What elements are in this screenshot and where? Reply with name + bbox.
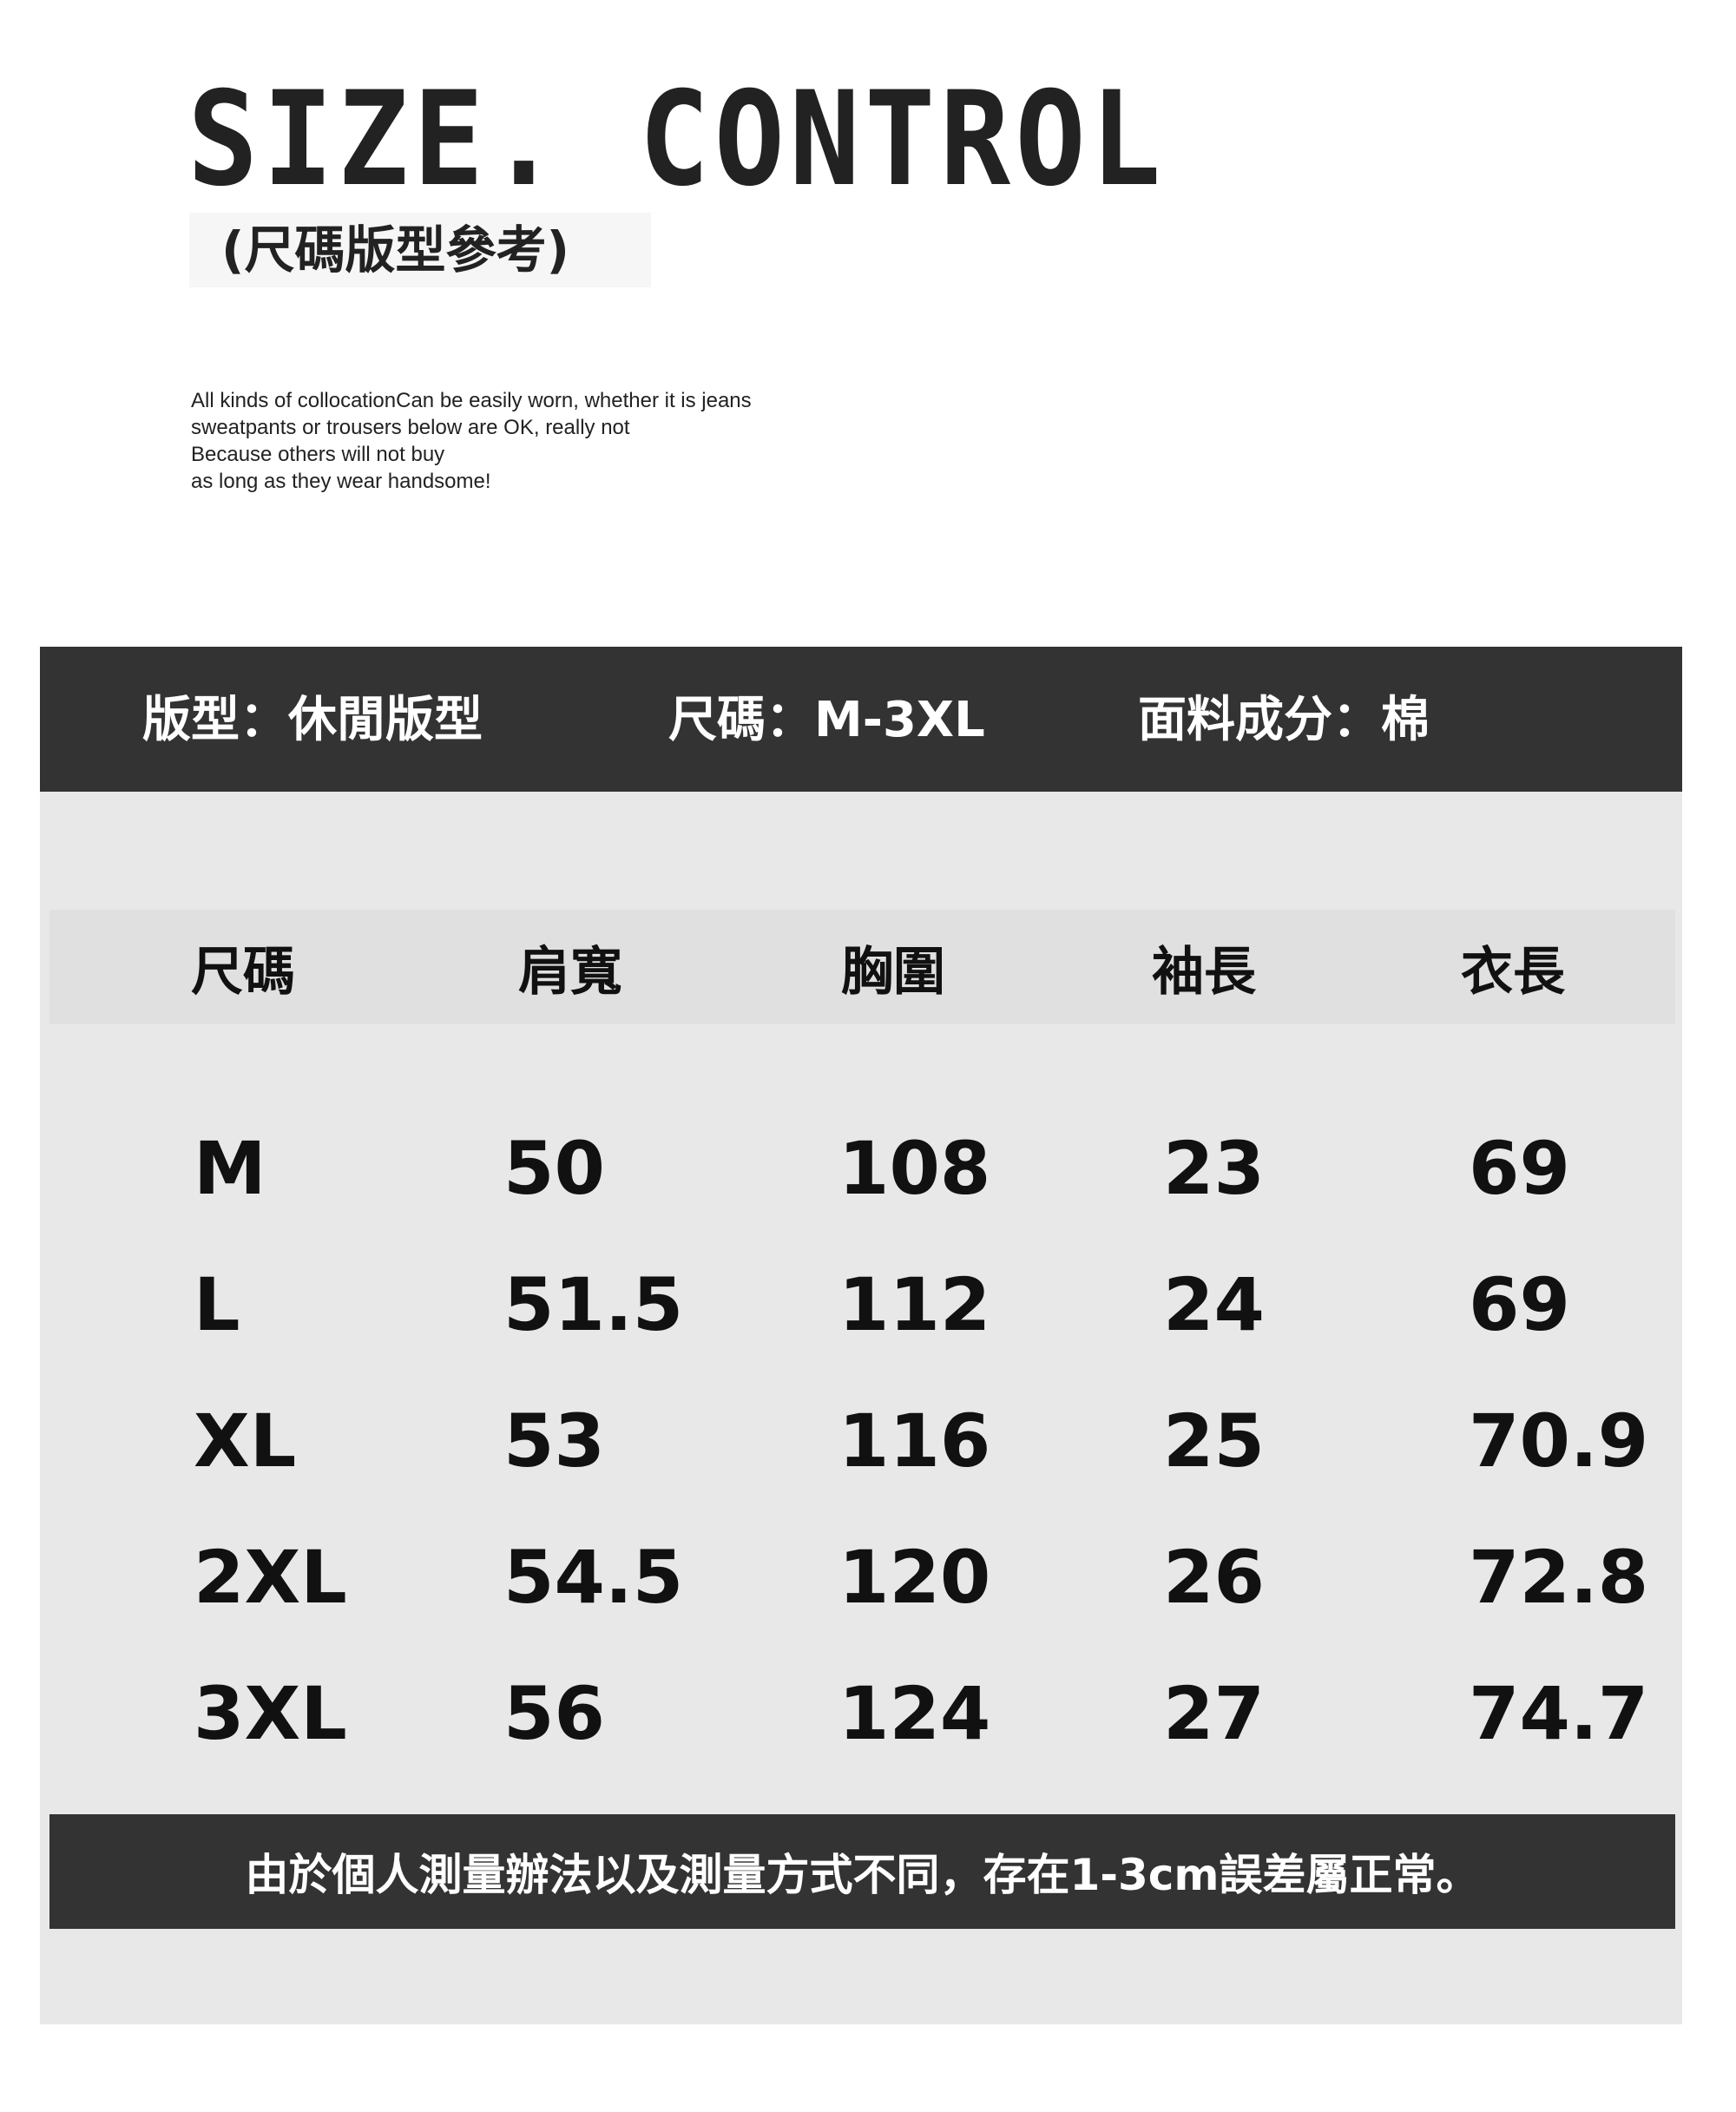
table-cell: 51.5 (503, 1262, 684, 1347)
table-cell: 112 (838, 1262, 991, 1347)
size-range-info: 尺碼：M-3XL (668, 692, 985, 748)
description-line: All kinds of collocationCan be easily wo… (191, 389, 752, 412)
table-cell: 108 (838, 1126, 991, 1211)
table-cell: L (194, 1262, 240, 1347)
table-cell: 69 (1469, 1262, 1570, 1347)
table-cell: M (194, 1126, 266, 1211)
table-cell: 69 (1469, 1126, 1570, 1211)
table-cell: 70.9 (1469, 1398, 1649, 1484)
table-cell: 25 (1163, 1398, 1265, 1484)
footer-note-band: 由於個人測量辦法以及測量方式不同，存在1-3cm誤差屬正常。 (49, 1814, 1675, 1929)
column-header: 尺碼 (191, 942, 295, 1003)
table-cell: 74.7 (1469, 1671, 1649, 1756)
fabric-info: 面料成分：棉 (1138, 692, 1430, 748)
description: All kinds of collocationCan be easily wo… (191, 387, 752, 495)
subtitle-background (189, 213, 651, 287)
table-cell: 27 (1163, 1671, 1265, 1756)
description-line: as long as they wear handsome! (191, 470, 491, 493)
table-cell: 2XL (194, 1535, 347, 1620)
table-cell: 56 (503, 1671, 605, 1756)
table-cell: 72.8 (1469, 1535, 1649, 1620)
footer-note: 由於個人測量辦法以及測量方式不同，存在1-3cm誤差屬正常。 (245, 1850, 1480, 1900)
column-header: 肩寬 (518, 942, 622, 1003)
column-header: 袖長 (1152, 942, 1256, 1003)
table-cell: 24 (1163, 1262, 1265, 1347)
page-subtitle: (尺碼版型參考) (221, 220, 570, 280)
description-line: Because others will not buy (191, 443, 445, 466)
page-title: SIZE. CONTROL (187, 64, 1166, 215)
table-cell: 23 (1163, 1126, 1265, 1211)
column-header: 胸圍 (841, 942, 945, 1003)
table-cell: 53 (503, 1398, 605, 1484)
table-cell: 54.5 (503, 1535, 684, 1620)
table-cell: 26 (1163, 1535, 1265, 1620)
table-cell: 120 (838, 1535, 991, 1620)
info-band: 版型：休閒版型 尺碼：M-3XL 面料成分：棉 (40, 647, 1682, 792)
table-cell: 3XL (194, 1671, 347, 1756)
table-cell: 50 (503, 1126, 605, 1211)
table-cell: XL (194, 1398, 297, 1484)
column-header: 衣長 (1461, 942, 1565, 1003)
table-cell: 116 (838, 1398, 991, 1484)
fit-info: 版型：休閒版型 (142, 692, 483, 748)
table-cell: 124 (838, 1671, 991, 1756)
description-line: sweatpants or trousers below are OK, rea… (191, 416, 630, 439)
table-header-row (49, 910, 1675, 1024)
